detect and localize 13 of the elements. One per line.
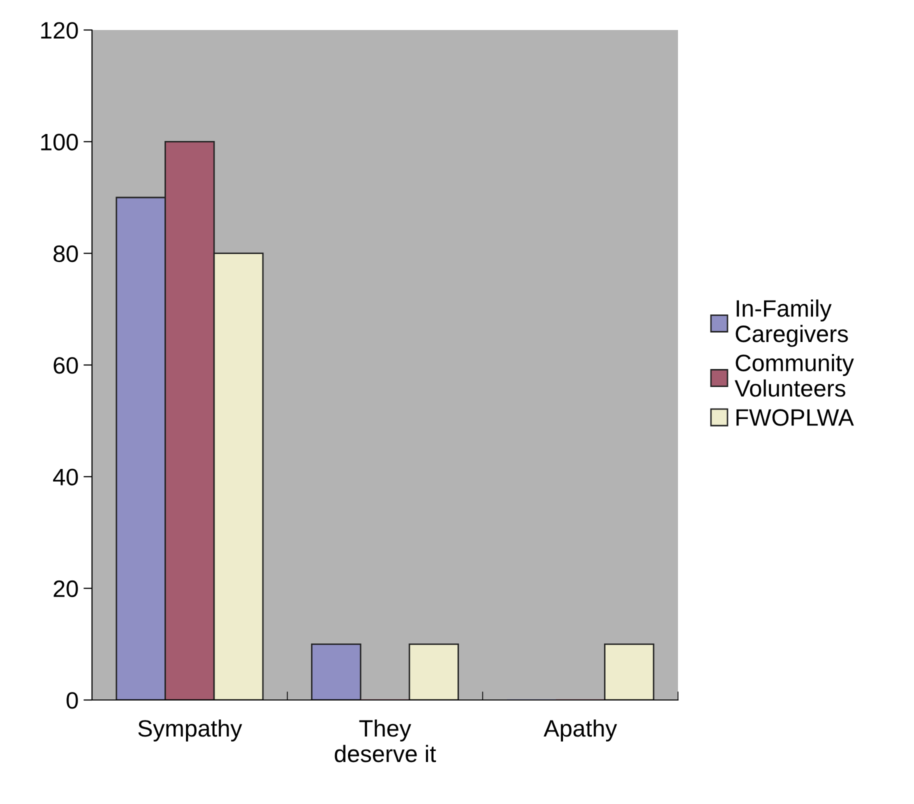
x-tick-label: Apathy: [544, 719, 618, 742]
y-tick-label: 100: [41, 134, 78, 150]
y-tick-label: 80: [54, 245, 78, 262]
legend-label: Community Volunteers: [734, 354, 854, 397]
y-tick-label: 40: [53, 468, 78, 486]
legend-label: In-Family Caregivers: [736, 299, 848, 347]
y-tick-label: 20: [54, 580, 78, 598]
x-tick-label: Sympathy: [138, 719, 242, 742]
y-tick-label: 120: [41, 22, 78, 39]
legend-label: FWOPLWA: [736, 409, 854, 426]
y-tick-label: 0: [66, 692, 78, 709]
x-tick-label: They deserve it: [334, 719, 436, 762]
y-tick-label: 60: [54, 357, 78, 374]
